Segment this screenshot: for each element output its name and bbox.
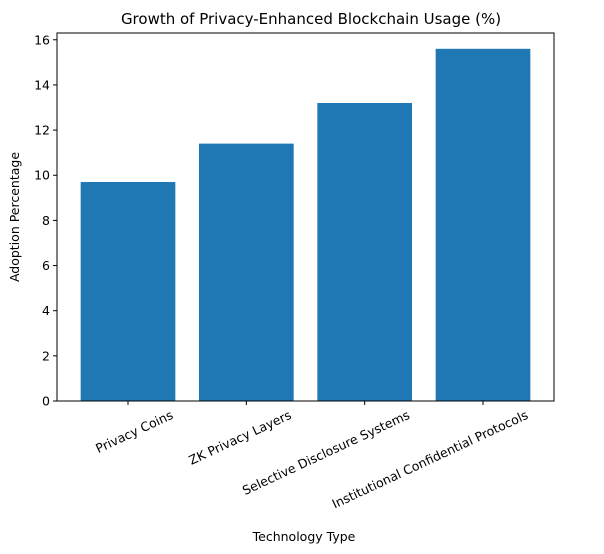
y-tick-label-2: 4 bbox=[42, 303, 50, 318]
bar-1 bbox=[199, 143, 294, 401]
bar-3 bbox=[435, 48, 531, 401]
y-tick-label-8: 16 bbox=[34, 32, 50, 47]
bars-group bbox=[80, 48, 531, 401]
plot-frame bbox=[56, 32, 555, 402]
y-axis-ticks: 0 2 4 6 8 10 12 14 16 bbox=[34, 32, 57, 409]
y-tick-label-1: 2 bbox=[42, 348, 50, 363]
y-tick-label-0: 0 bbox=[42, 394, 50, 409]
bar-2 bbox=[317, 102, 412, 401]
y-tick-label-4: 8 bbox=[42, 213, 50, 228]
y-axis-label: Adoption Percentage bbox=[7, 152, 22, 282]
y-tick-label-7: 14 bbox=[34, 77, 50, 92]
x-tick-label-3: Institutional Confidential Protocols bbox=[330, 407, 531, 511]
x-tick-label-1: ZK Privacy Layers bbox=[186, 407, 293, 468]
x-axis-ticks: Privacy Coins ZK Privacy LayersSelective … bbox=[93, 401, 530, 511]
chart-title: Growth of Privacy-Enhanced Blockchain Us… bbox=[121, 10, 501, 28]
y-tick-label-3: 6 bbox=[42, 258, 50, 273]
y-tick-label-6: 12 bbox=[34, 123, 50, 138]
y-tick-label-5: 10 bbox=[34, 168, 50, 183]
x-tick-label-0: Privacy Coins bbox=[93, 407, 175, 456]
x-axis-label: Technology Type bbox=[252, 529, 356, 544]
bar-0 bbox=[80, 182, 176, 401]
